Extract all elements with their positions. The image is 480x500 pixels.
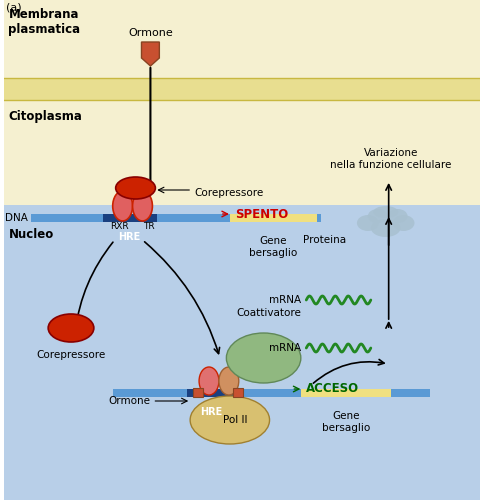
Text: mRNA: mRNA xyxy=(269,343,300,353)
FancyBboxPatch shape xyxy=(192,388,203,397)
Text: HRE: HRE xyxy=(199,407,222,417)
Ellipse shape xyxy=(218,367,238,395)
Ellipse shape xyxy=(367,209,387,223)
Text: Nucleo: Nucleo xyxy=(9,228,54,241)
Text: Corepressore: Corepressore xyxy=(194,188,263,198)
Ellipse shape xyxy=(112,191,132,221)
Text: Coattivatore: Coattivatore xyxy=(236,308,300,318)
Polygon shape xyxy=(141,42,159,66)
Ellipse shape xyxy=(132,191,152,221)
Ellipse shape xyxy=(115,177,155,199)
Bar xyxy=(3,78,480,100)
Text: RXR: RXR xyxy=(110,222,129,231)
Text: (a): (a) xyxy=(6,3,22,13)
Bar xyxy=(229,214,316,222)
FancyBboxPatch shape xyxy=(232,388,242,397)
Ellipse shape xyxy=(372,206,397,218)
Bar xyxy=(300,389,390,397)
Text: Corepressore: Corepressore xyxy=(36,350,106,360)
Text: SPENTO: SPENTO xyxy=(234,208,288,220)
Text: Pol II: Pol II xyxy=(222,415,247,425)
Text: Gene
bersaglio: Gene bersaglio xyxy=(321,411,369,432)
Bar xyxy=(187,389,234,397)
Ellipse shape xyxy=(48,314,94,342)
Text: TR: TR xyxy=(143,222,154,231)
Ellipse shape xyxy=(392,215,414,231)
Text: DNA: DNA xyxy=(5,213,28,223)
Bar xyxy=(3,205,480,500)
Text: Membrana
plasmatica: Membrana plasmatica xyxy=(9,8,81,36)
Bar xyxy=(31,214,321,222)
Bar xyxy=(112,389,430,397)
Ellipse shape xyxy=(356,215,378,231)
Text: Variazione
nella funzione cellulare: Variazione nella funzione cellulare xyxy=(329,148,450,171)
Text: Proteina: Proteina xyxy=(302,235,345,245)
Text: Ormone: Ormone xyxy=(108,396,150,406)
Text: mRNA: mRNA xyxy=(269,295,300,305)
Text: Ormone: Ormone xyxy=(128,28,172,38)
Text: Gene
bersaglio: Gene bersaglio xyxy=(249,236,297,258)
Text: HRE: HRE xyxy=(118,232,141,242)
Bar xyxy=(103,214,157,222)
Ellipse shape xyxy=(199,367,218,395)
Text: ACCESO: ACCESO xyxy=(306,382,359,396)
Ellipse shape xyxy=(387,209,407,223)
Ellipse shape xyxy=(370,219,400,237)
Text: Citoplasma: Citoplasma xyxy=(9,110,82,123)
Ellipse shape xyxy=(226,333,300,383)
Ellipse shape xyxy=(190,396,269,444)
